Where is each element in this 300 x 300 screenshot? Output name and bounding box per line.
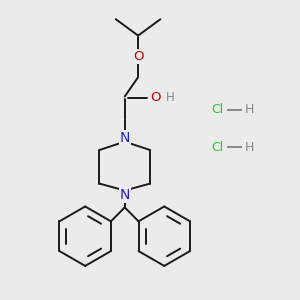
Text: N: N <box>119 130 130 145</box>
Text: O: O <box>133 50 143 63</box>
Text: N: N <box>119 188 130 202</box>
Text: H: H <box>245 103 254 116</box>
Text: Cl: Cl <box>211 103 223 116</box>
Text: O: O <box>151 92 161 104</box>
Text: H: H <box>166 92 174 104</box>
Text: H: H <box>245 140 254 154</box>
Text: Cl: Cl <box>211 140 223 154</box>
